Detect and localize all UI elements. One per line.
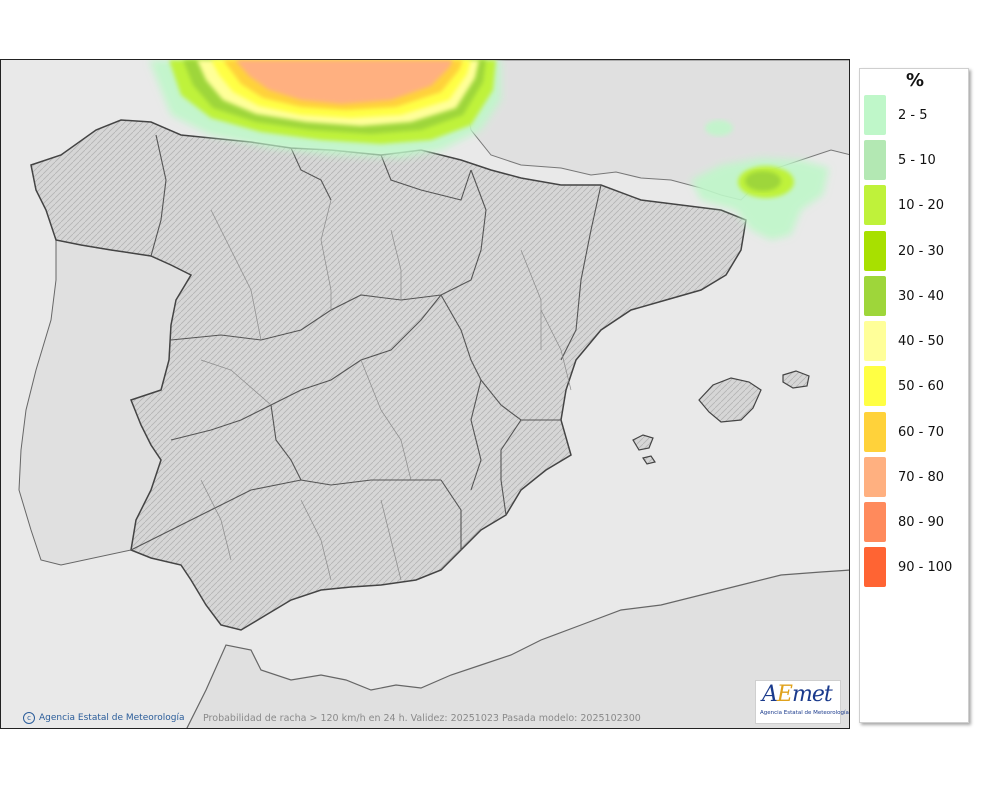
legend-swatch	[864, 412, 886, 452]
legend-swatch	[864, 231, 886, 271]
legend-item: 10 - 20	[864, 184, 944, 226]
probability-area-northeast	[691, 120, 829, 240]
copyright-icon: c	[23, 712, 35, 724]
legend-swatch	[864, 140, 886, 180]
aemet-logo-text: AEmet	[762, 682, 833, 707]
legend-panel: % 2 - 5 5 - 10 10 - 20 20 - 30 30 - 40 4…	[859, 68, 969, 723]
aemet-logo-subtitle: Agencia Estatal de Meteorología	[760, 710, 849, 716]
mallorca-island	[698, 377, 762, 423]
menorca-island	[782, 370, 810, 389]
legend-item: 30 - 40	[864, 275, 944, 317]
legend-item: 80 - 90	[864, 501, 944, 543]
probability-area-north	[149, 60, 501, 158]
legend-swatch	[864, 502, 886, 542]
legend-swatch	[864, 95, 886, 135]
region-borders	[130, 134, 602, 551]
spain-mainland	[30, 119, 747, 631]
legend-swatch	[864, 321, 886, 361]
legend-item: 60 - 70	[864, 411, 944, 453]
legend-item: 20 - 30	[864, 230, 944, 272]
legend-swatch	[864, 185, 886, 225]
province-borders	[200, 199, 572, 581]
africa-landmass	[186, 569, 849, 728]
aemet-logo: AEmet Agencia Estatal de Meteorología	[755, 680, 849, 724]
credit-text: Agencia Estatal de Meteorología	[39, 713, 185, 723]
aemet-credit: c Agencia Estatal de Meteorología	[23, 712, 185, 724]
legend-swatch	[864, 547, 886, 587]
ibiza-island	[632, 434, 654, 451]
legend-item: 90 - 100	[864, 546, 952, 588]
legend-item: 5 - 10	[864, 139, 936, 181]
legend-swatch	[864, 276, 886, 316]
legend-item: 70 - 80	[864, 456, 944, 498]
legend-swatch	[864, 457, 886, 497]
legend-swatch	[864, 366, 886, 406]
map-caption: Probabilidad de racha > 120 km/h en 24 h…	[203, 713, 641, 724]
legend-item: 2 - 5	[864, 94, 928, 136]
map-canvas	[1, 60, 849, 728]
legend-item: 40 - 50	[864, 320, 944, 362]
map-frame: c Agencia Estatal de Meteorología Probab…	[0, 59, 850, 729]
formentera-island	[642, 455, 656, 465]
legend-item: 50 - 60	[864, 365, 944, 407]
legend-unit: %	[905, 70, 925, 91]
